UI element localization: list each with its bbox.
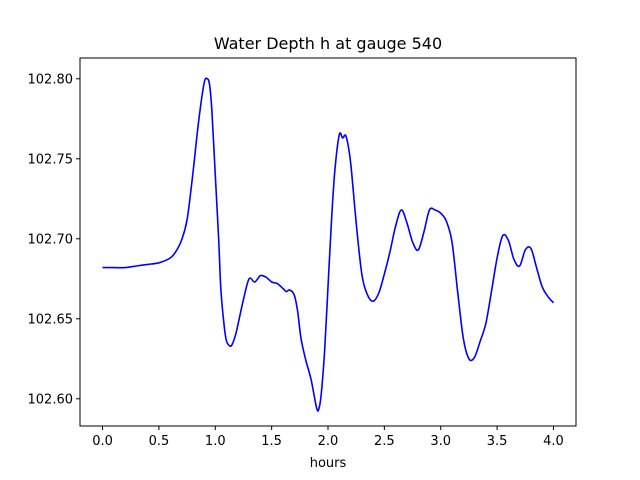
x-tick-label: 2.0 — [318, 434, 339, 449]
x-tick-label: 4.0 — [543, 434, 564, 449]
chart-title: Water Depth h at gauge 540 — [214, 34, 442, 53]
y-tick-label: 102.60 — [28, 392, 74, 407]
y-tick-label: 102.80 — [28, 72, 74, 87]
series-line — [102, 77, 555, 412]
y-tick-label: 102.75 — [28, 152, 74, 167]
plot-frame — [79, 57, 577, 427]
axis-ticks: 0.0 0.5 1.0 1.5 2.0 2.5 3.0 3.5 4.0 102.60 102.65 1… — [28, 72, 564, 449]
x-tick-label: 3.0 — [430, 434, 451, 449]
x-axis-label: hours — [310, 456, 347, 471]
x-tick-label: 0.0 — [92, 434, 113, 449]
x-tick-label: 1.5 — [261, 434, 282, 449]
x-tick-label: 3.5 — [487, 434, 508, 449]
x-tick-label: 1.0 — [205, 434, 226, 449]
series-layer — [102, 77, 555, 412]
y-tick-label: 102.65 — [28, 312, 74, 327]
x-tick-label: 0.5 — [149, 434, 170, 449]
y-tick-label: 102.70 — [28, 232, 74, 247]
x-tick-label: 2.5 — [374, 434, 395, 449]
